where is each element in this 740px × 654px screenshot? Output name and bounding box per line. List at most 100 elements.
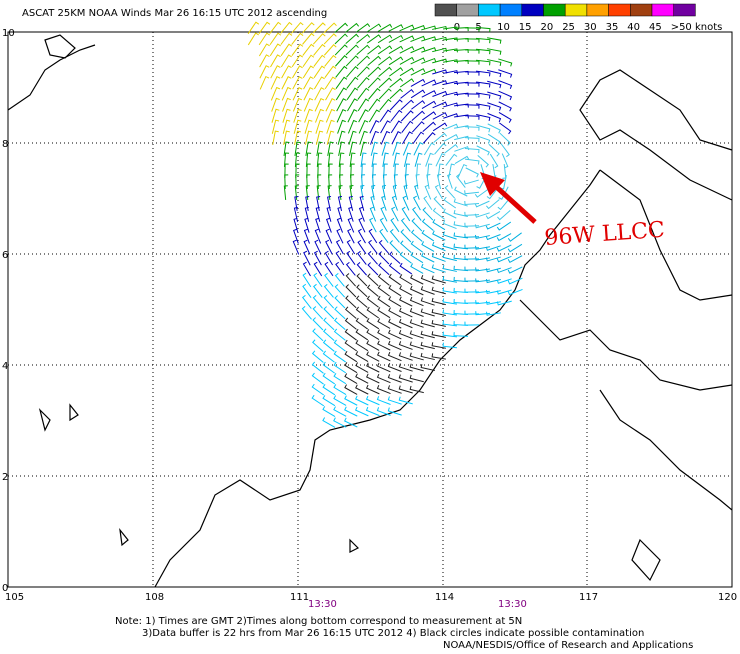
wind-barb [404,174,409,190]
x-tick-label: 117 [579,592,598,603]
wind-barb [392,141,401,156]
wind-barb [292,76,303,90]
wind-barb [432,112,448,120]
wind-barb [379,98,392,111]
wind-barb [323,295,335,309]
wind-barb [365,406,380,417]
wind-barb [322,350,335,363]
wind-barb [302,272,312,288]
wind-barb [400,88,415,99]
wind-barb [315,217,321,233]
x-tick-label: 108 [145,592,164,603]
wind-barb [431,320,446,327]
wind-barb [496,267,512,274]
arrow [490,181,537,224]
wind-barb [304,206,310,222]
wind-barb [432,219,446,231]
wind-barb [367,45,382,55]
wind-barb [335,87,347,101]
wind-barb [475,48,491,55]
wind-barb [464,277,480,282]
color-bar-label: 15 [519,22,532,33]
wind-barb [322,361,335,374]
wind-barb [411,100,426,110]
wind-barb [269,32,282,46]
wind-barb [280,21,293,34]
wind-barb [357,239,367,255]
wind-barb [282,97,291,112]
wind-barb [485,278,501,284]
wind-barb [387,351,402,362]
wind-barb [498,101,512,112]
wind-barb [350,163,355,179]
wind-barb [269,21,282,34]
wind-barb [498,186,509,200]
wind-barb [334,306,346,320]
wind-barb [283,141,290,157]
wind-barb [442,265,457,272]
wind-barb [323,44,337,56]
wind-barb [453,321,469,326]
wind-barb [399,251,412,264]
wind-barb [465,167,479,178]
wind-barb [421,229,435,242]
wind-barb [498,90,513,101]
wind-barb [464,71,480,76]
wind-barb [293,108,302,123]
wind-barb [422,111,437,121]
coastline [599,389,733,511]
coastline [599,169,733,301]
x-tick-label: 111 [290,592,309,603]
wind-barb [366,362,380,373]
wind-barb [294,196,299,211]
wind-barb [311,361,324,374]
wind-barb [311,372,324,385]
wind-barb [283,130,290,145]
wind-barb [344,406,358,417]
wind-barb [390,120,402,134]
wind-barb [322,372,336,385]
wind-barb [346,87,359,101]
wind-barb [409,352,424,361]
wind-barb [313,283,323,298]
y-tick-label: 10 [2,28,15,39]
wind-barb [453,298,469,304]
color-swatch [456,3,479,17]
wind-barb [485,300,501,305]
wind-barb [487,112,502,123]
y-tick-label: 2 [2,472,8,483]
wind-barb [334,44,348,56]
wind-barb [369,120,380,134]
map-frame [7,31,733,588]
wind-barb [324,65,337,78]
wind-barb [453,198,468,207]
wind-barb [347,98,358,112]
wind-barb [324,250,334,266]
wind-barb [294,130,301,145]
wind-barb [394,163,399,179]
wind-barb [335,250,345,266]
wind-barb [282,108,291,123]
map-title: ASCAT 25KM NOAA Winds Mar 26 16:15 UTC 2… [22,8,327,19]
wind-barb [311,350,324,363]
wind-barb [431,241,446,252]
wind-barb [431,297,446,306]
wind-barb [444,144,459,154]
wind-barb [366,295,379,308]
wind-barb [259,54,270,68]
wind-barb [371,152,378,167]
wind-barb [365,384,380,395]
wind-barb [443,133,459,142]
wind-barb [399,262,413,275]
wind-barb [496,300,512,306]
wind-barb [355,317,368,330]
wind-barb [357,76,370,89]
wind-barb [487,91,502,100]
wind-barb [312,33,326,45]
y-tick-label: 0 [2,583,8,594]
wind-barb [333,339,346,352]
wind-barb [314,87,325,101]
wind-barb [302,43,315,56]
wind-barb [456,173,466,188]
wind-barb [432,207,445,220]
